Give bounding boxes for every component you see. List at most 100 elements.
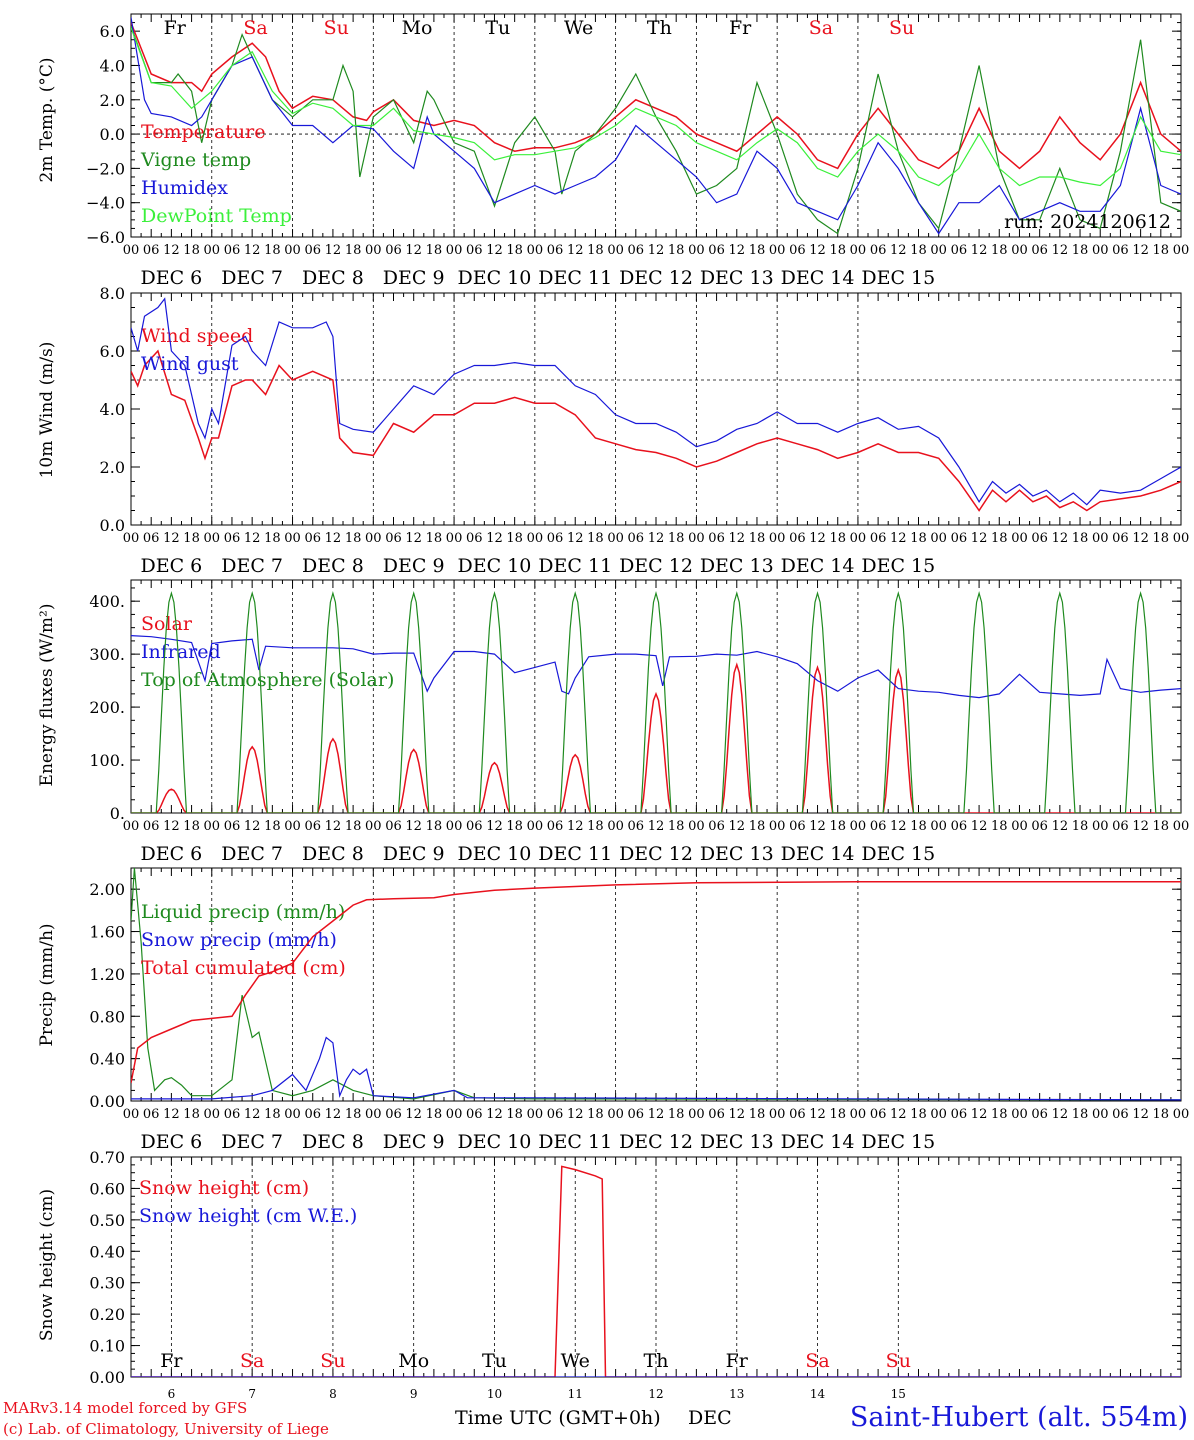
x-hour-label: 00 bbox=[365, 531, 382, 546]
x-hour-label: 00 bbox=[1092, 531, 1109, 546]
x-hour-label: 06 bbox=[708, 243, 725, 258]
x-hour-label: 00 bbox=[850, 819, 867, 834]
x-hour-label: 00 bbox=[930, 531, 947, 546]
y-tick-label: 6.0 bbox=[100, 342, 125, 361]
series-line-red bbox=[131, 349, 1181, 512]
x-hour-label: 18 bbox=[991, 531, 1008, 546]
weekday-label: Su bbox=[889, 17, 914, 39]
x-hour-label: 18 bbox=[991, 1107, 1008, 1122]
time-axis-label: Time UTC (GMT+0h) bbox=[455, 1407, 661, 1429]
x-hour-label: 06 bbox=[304, 1107, 321, 1122]
x-hour-label: 18 bbox=[183, 531, 200, 546]
x-hour-label: 00 bbox=[446, 819, 463, 834]
x-day-label: DEC 11 bbox=[538, 555, 612, 577]
x-hour-label: 12 bbox=[405, 531, 422, 546]
x-hour-label: 00 bbox=[607, 243, 624, 258]
footer-model-line: MARv3.14 model forced by GFS bbox=[3, 1399, 247, 1417]
x-hour-label: 12 bbox=[971, 819, 988, 834]
x-hour-label: 12 bbox=[325, 531, 342, 546]
y-tick-label: −2.0 bbox=[86, 159, 125, 178]
x-hour-label: 18 bbox=[264, 531, 281, 546]
x-hour-label: 12 bbox=[971, 1107, 988, 1122]
x-day-label: DEC 6 bbox=[140, 1131, 202, 1153]
x-hour-label: 18 bbox=[910, 819, 927, 834]
x-hour-label: 12 bbox=[325, 243, 342, 258]
legend-entry: Snow height (cm W.E.) bbox=[139, 1205, 357, 1227]
x-hour-label: 00 bbox=[527, 819, 544, 834]
x-hour-label: 18 bbox=[506, 243, 523, 258]
y-axis-label: Snow height (cm) bbox=[37, 1189, 57, 1341]
series-line-blue bbox=[131, 1036, 1181, 1101]
x-day-label: DEC 6 bbox=[140, 267, 202, 289]
weekday-label: Sa bbox=[243, 17, 267, 39]
x-hour-label: 06 bbox=[224, 243, 241, 258]
y-tick-label: 6.0 bbox=[100, 22, 125, 41]
x-hour-label: 12 bbox=[971, 531, 988, 546]
y-tick-label: 4.0 bbox=[100, 400, 125, 419]
x-hour-label: 00 bbox=[284, 1107, 301, 1122]
y-tick-label: 0.20 bbox=[89, 1305, 125, 1324]
series-line-red bbox=[131, 1165, 1181, 1377]
x-hour-label: 06 bbox=[628, 243, 645, 258]
run-label: run: 2024120612 bbox=[1004, 211, 1171, 233]
x-day-number: 10 bbox=[487, 1387, 502, 1401]
x-day-label: DEC 7 bbox=[221, 555, 283, 577]
x-day-label: DEC 6 bbox=[140, 843, 202, 865]
x-hour-label: 18 bbox=[910, 243, 927, 258]
x-day-number: 11 bbox=[568, 1387, 583, 1401]
x-day-label: DEC 13 bbox=[700, 267, 774, 289]
x-hour-label: 00 bbox=[365, 243, 382, 258]
x-hour-label: 12 bbox=[244, 531, 261, 546]
x-hour-label: 00 bbox=[365, 1107, 382, 1122]
x-hour-label: 06 bbox=[547, 243, 564, 258]
x-hour-label: 12 bbox=[163, 531, 180, 546]
series-line-red bbox=[131, 881, 1181, 1084]
x-hour-label: 12 bbox=[1132, 243, 1149, 258]
x-hour-label: 18 bbox=[345, 531, 362, 546]
x-hour-label: 00 bbox=[769, 243, 786, 258]
x-hour-label: 00 bbox=[284, 819, 301, 834]
x-day-number: 9 bbox=[410, 1387, 418, 1401]
x-hour-label: 00 bbox=[930, 819, 947, 834]
weekday-label: We bbox=[564, 17, 593, 39]
x-hour-label: 18 bbox=[345, 243, 362, 258]
legend-entry: Snow precip (mm/h) bbox=[141, 929, 337, 951]
series-line-green bbox=[131, 25, 1181, 235]
x-hour-label: 18 bbox=[426, 1107, 443, 1122]
x-hour-label: 12 bbox=[405, 1107, 422, 1122]
x-day-label: DEC 15 bbox=[861, 843, 935, 865]
x-hour-label: 12 bbox=[648, 243, 665, 258]
x-day-number: 15 bbox=[891, 1387, 906, 1401]
x-hour-label: 18 bbox=[587, 243, 604, 258]
x-hour-label: 06 bbox=[385, 531, 402, 546]
x-hour-label: 12 bbox=[1052, 819, 1069, 834]
legend-entry: Vigne temp bbox=[140, 149, 251, 171]
x-hour-label: 12 bbox=[567, 819, 584, 834]
x-hour-label: 00 bbox=[284, 243, 301, 258]
x-hour-label: 00 bbox=[527, 531, 544, 546]
x-hour-label: 06 bbox=[789, 819, 806, 834]
x-hour-label: 00 bbox=[850, 243, 867, 258]
y-tick-label: 4.0 bbox=[100, 56, 125, 75]
x-hour-label: 06 bbox=[951, 243, 968, 258]
x-hour-label: 00 bbox=[850, 531, 867, 546]
footer-copyright-line: (c) Lab. of Climatology, University of L… bbox=[3, 1420, 329, 1438]
y-tick-label: 0.70 bbox=[89, 1148, 125, 1167]
series-line-red bbox=[131, 22, 1181, 170]
x-hour-label: 06 bbox=[951, 1107, 968, 1122]
x-hour-label: 12 bbox=[567, 531, 584, 546]
x-hour-label: 12 bbox=[809, 531, 826, 546]
x-hour-label: 18 bbox=[749, 1107, 766, 1122]
y-tick-label: 0.40 bbox=[89, 1050, 125, 1069]
legend-entry: Infrared bbox=[141, 641, 221, 663]
x-hour-label: 00 bbox=[446, 243, 463, 258]
x-hour-label: 06 bbox=[547, 531, 564, 546]
x-day-label: DEC 10 bbox=[458, 1131, 532, 1153]
x-day-label: DEC 8 bbox=[302, 1131, 364, 1153]
x-hour-label: 06 bbox=[951, 531, 968, 546]
weekday-label: Fr bbox=[726, 1350, 749, 1372]
x-hour-label: 06 bbox=[547, 819, 564, 834]
y-tick-label: 1.20 bbox=[89, 965, 125, 984]
x-hour-label: 12 bbox=[890, 243, 907, 258]
x-hour-label: 18 bbox=[264, 1107, 281, 1122]
